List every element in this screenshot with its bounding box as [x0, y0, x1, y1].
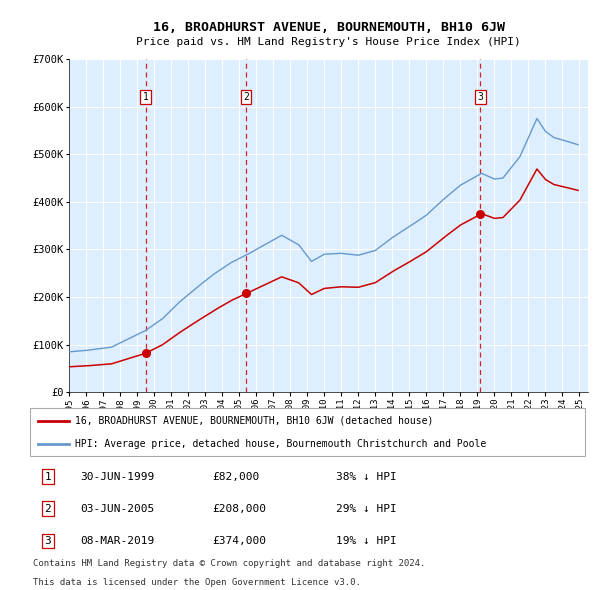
- Text: 29% ↓ HPI: 29% ↓ HPI: [335, 504, 397, 514]
- Text: 2: 2: [44, 504, 51, 514]
- Text: 30-JUN-1999: 30-JUN-1999: [80, 472, 155, 482]
- Text: 08-MAR-2019: 08-MAR-2019: [80, 536, 155, 546]
- Text: 16, BROADHURST AVENUE, BOURNEMOUTH, BH10 6JW (detached house): 16, BROADHURST AVENUE, BOURNEMOUTH, BH10…: [74, 415, 433, 425]
- Text: £374,000: £374,000: [212, 536, 266, 546]
- Text: 3: 3: [44, 536, 51, 546]
- Text: 38% ↓ HPI: 38% ↓ HPI: [335, 472, 397, 482]
- Text: 3: 3: [478, 93, 484, 102]
- Text: £208,000: £208,000: [212, 504, 266, 514]
- Text: 1: 1: [143, 93, 149, 102]
- Text: 2: 2: [244, 93, 249, 102]
- Text: 1: 1: [44, 472, 51, 482]
- Text: 03-JUN-2005: 03-JUN-2005: [80, 504, 155, 514]
- Text: £82,000: £82,000: [212, 472, 259, 482]
- Text: HPI: Average price, detached house, Bournemouth Christchurch and Poole: HPI: Average price, detached house, Bour…: [74, 439, 486, 449]
- Text: 19% ↓ HPI: 19% ↓ HPI: [335, 536, 397, 546]
- Text: This data is licensed under the Open Government Licence v3.0.: This data is licensed under the Open Gov…: [32, 578, 361, 587]
- Text: Contains HM Land Registry data © Crown copyright and database right 2024.: Contains HM Land Registry data © Crown c…: [32, 559, 425, 568]
- Text: 16, BROADHURST AVENUE, BOURNEMOUTH, BH10 6JW: 16, BROADHURST AVENUE, BOURNEMOUTH, BH10…: [153, 21, 505, 34]
- FancyBboxPatch shape: [30, 408, 585, 456]
- Text: Price paid vs. HM Land Registry's House Price Index (HPI): Price paid vs. HM Land Registry's House …: [136, 37, 521, 47]
